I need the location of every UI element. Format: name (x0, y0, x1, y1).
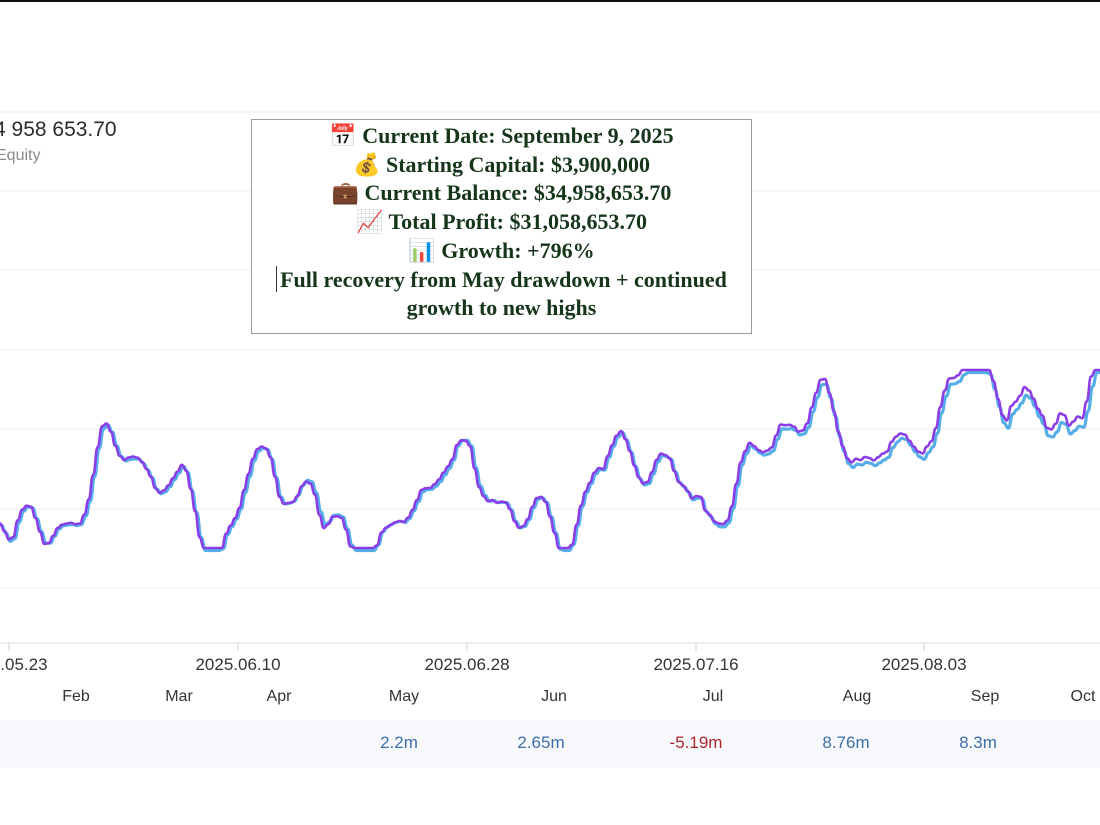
month-label[interactable]: Jul (702, 688, 724, 705)
month-label[interactable]: Feb (62, 688, 90, 705)
info-date-text: Current Date: September 9, 2025 (362, 123, 674, 148)
series-line-2 (0, 368, 1100, 550)
info-note-text: Full recovery from May drawdown + contin… (280, 266, 727, 321)
text-cursor (276, 265, 278, 292)
equity-label: Equity (0, 147, 41, 164)
x-tick-label: 2025.07.16 (653, 655, 739, 674)
month-label[interactable]: Sep (970, 688, 1000, 705)
money-bag-icon: 💰 (353, 151, 381, 177)
month-label[interactable]: Apr (266, 688, 292, 705)
info-line-total-profit: 📈 Total Profit: $31,058,653.70 (252, 208, 751, 237)
info-line-current-balance: 💼 Current Balance: $34,958,653.70 (252, 179, 751, 208)
info-starting-capital-text: Starting Capital: $3,900,000 (385, 151, 650, 177)
info-line-growth: 📊 Growth: +796% (252, 237, 751, 266)
month-label[interactable]: May (388, 688, 420, 705)
month-label[interactable]: Oct (1070, 688, 1096, 705)
summary-value-jul: -5.19m (669, 733, 723, 752)
info-box: 📅 Current Date: September 9, 2025 💰 Star… (251, 119, 752, 334)
x-tick-label: 2025.05.23 (0, 655, 48, 674)
chart-increasing-icon: 📈 (355, 209, 384, 235)
x-tick-label: 2025.06.28 (424, 655, 510, 674)
info-total-profit-text: Total Profit: $31,058,653.70 (388, 209, 648, 235)
x-tick-label: 2025.08.03 (881, 655, 967, 674)
info-line-starting-capital: 💰 Starting Capital: $3,900,000 (252, 151, 751, 180)
bar-chart-icon: 📊 (408, 237, 436, 263)
info-growth-text: Growth: +796% (441, 237, 595, 263)
summary-value-sep: 8.3m (959, 733, 997, 752)
monthly-summary-bar (0, 720, 1100, 768)
briefcase-icon: 💼 (331, 180, 359, 206)
chart-series (0, 368, 1100, 553)
top-border-line (0, 0, 1100, 2)
equity-line-chart (0, 111, 1100, 651)
summary-value-aug: 8.76m (822, 733, 870, 752)
summary-value-jun: 2.65m (517, 733, 565, 752)
equity-value: 4 958 653.70 (0, 118, 117, 141)
calendar-icon: 📅 (329, 123, 357, 148)
x-tick-label: 2025.06.10 (195, 655, 281, 674)
info-current-balance-text: Current Balance: $34,958,653.70 (364, 180, 672, 206)
info-note: Full recovery from May drawdown + contin… (252, 265, 751, 323)
month-label[interactable]: Aug (842, 688, 872, 705)
month-label[interactable]: Jun (541, 688, 567, 705)
info-line-date: 📅 Current Date: September 9, 2025 (252, 122, 751, 151)
summary-value-may: 2.2m (380, 733, 418, 752)
month-label[interactable]: Mar (165, 688, 193, 705)
chart-grid (0, 111, 1100, 651)
series-line-1 (0, 370, 1100, 553)
